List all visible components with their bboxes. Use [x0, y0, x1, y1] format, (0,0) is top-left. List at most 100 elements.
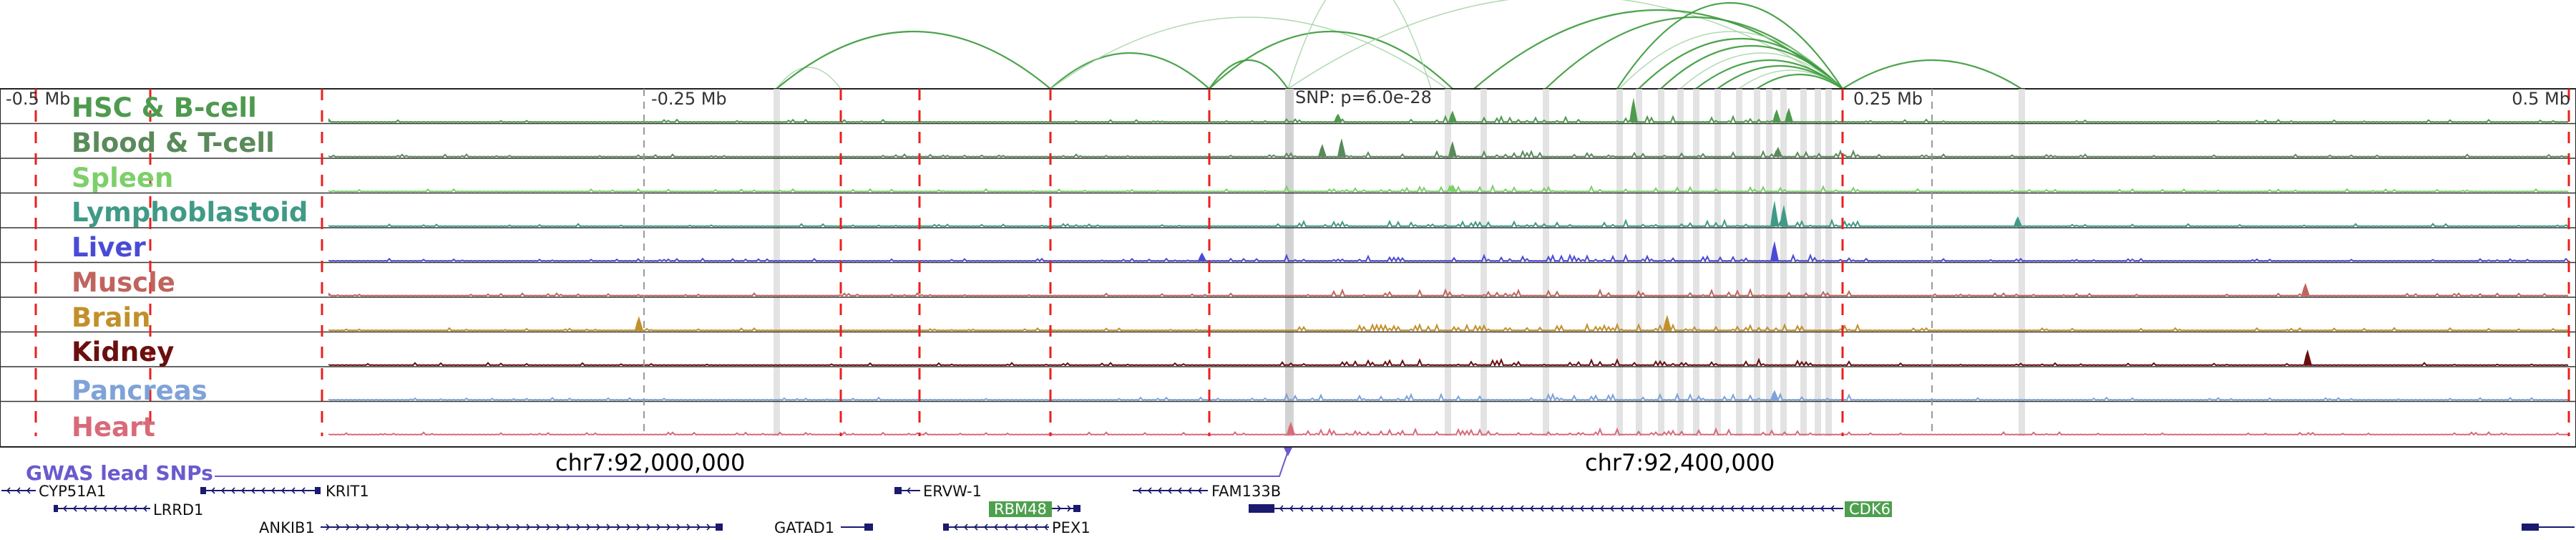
strand-arrow — [1659, 505, 1664, 512]
strand-arrow — [1067, 505, 1072, 512]
strand-arrow — [1499, 505, 1504, 512]
strand-arrow — [336, 524, 341, 531]
strand-arrow — [516, 524, 521, 531]
gene-label: FAM133B — [1211, 483, 1281, 500]
gene-krit1[interactable]: KRIT1 — [200, 483, 369, 500]
strand-arrow — [1147, 487, 1152, 494]
strand-arrow — [1559, 505, 1564, 512]
signal-baseline — [328, 392, 2569, 402]
gene-label: ERVW-1 — [923, 483, 982, 500]
strand-arrow — [1719, 505, 1724, 512]
strand-arrow — [260, 487, 265, 494]
signal-peak — [1334, 113, 1342, 122]
gene-label: GATAD1 — [774, 519, 834, 536]
signal-baseline — [328, 253, 2569, 264]
strand-arrow — [26, 487, 31, 494]
strand-arrow — [496, 524, 501, 531]
gwas-snp-connector — [215, 450, 1289, 477]
gene-fam133b[interactable]: FAM133B — [1133, 483, 1281, 500]
gene-ervw-1[interactable]: ERVW-1 — [894, 483, 982, 500]
interaction-arc — [1050, 52, 1210, 90]
gene-lrrd1[interactable]: LRRD1 — [54, 501, 203, 519]
strand-arrow — [973, 524, 978, 531]
strand-arrow — [676, 524, 681, 531]
strand-arrow — [1339, 505, 1344, 512]
strand-arrow — [112, 505, 117, 512]
gene-highlight-box — [989, 501, 1052, 517]
gene-rbm48[interactable]: RBM48 — [989, 501, 1080, 518]
strand-arrow — [566, 524, 571, 531]
strand-arrow — [1810, 505, 1815, 512]
strand-arrow — [1379, 505, 1384, 512]
strand-arrow — [1579, 505, 1584, 512]
strand-arrow — [983, 524, 988, 531]
strand-arrow — [1429, 505, 1434, 512]
strand-arrow — [1800, 505, 1805, 512]
interaction-arc — [776, 67, 841, 90]
gene-label: CDK6 — [1849, 501, 1890, 518]
gene-cdk6[interactable]: CDK6 — [1249, 501, 1892, 518]
strand-arrow — [426, 524, 431, 531]
strand-arrow — [122, 505, 127, 512]
gwas-snp-marker[interactable] — [1284, 448, 1292, 456]
strand-arrow — [446, 524, 451, 531]
strand-arrow — [291, 487, 296, 494]
strand-arrow — [250, 487, 255, 494]
strand-arrow — [1629, 505, 1634, 512]
strand-arrow — [536, 524, 541, 531]
strand-arrow — [1760, 505, 1765, 512]
signal-peak — [1774, 147, 1782, 157]
signal-peak — [635, 316, 643, 331]
strand-arrow — [1589, 505, 1594, 512]
interaction-arc — [1842, 59, 2022, 90]
signal-baseline — [328, 149, 2569, 159]
strand-arrow — [92, 505, 97, 512]
gene-label: RBM48 — [994, 501, 1047, 518]
strand-arrow — [626, 524, 631, 531]
signal-baseline — [328, 288, 2569, 298]
strand-arrow — [142, 505, 147, 512]
gene-pex1[interactable]: PEX1 — [943, 519, 1091, 536]
track-label-liver: Liver — [72, 232, 146, 263]
strand-arrow — [646, 524, 651, 531]
signal-baseline — [328, 357, 2569, 367]
strand-arrow — [1003, 524, 1008, 531]
signal-baseline — [328, 218, 2569, 228]
strand-arrow — [16, 487, 21, 494]
strand-arrow — [953, 524, 958, 531]
strand-arrow — [666, 524, 671, 531]
strand-arrow — [72, 505, 77, 512]
signal-baseline — [328, 184, 2569, 193]
gene-label: LRRD1 — [153, 501, 203, 519]
strand-arrow — [506, 524, 511, 531]
strand-arrow — [1519, 505, 1524, 512]
strand-arrow — [656, 524, 661, 531]
interaction-arc — [1695, 59, 1843, 90]
axis-label-left: -0.5 Mb — [6, 89, 70, 109]
signal-peak — [1785, 107, 1793, 122]
strand-arrow — [636, 524, 641, 531]
track-label-hsc-b-cell: HSC & B-cell — [72, 92, 257, 123]
strand-arrow — [1369, 505, 1374, 512]
chr-label-92400000: chr7:92,400,000 — [1585, 449, 1775, 476]
strand-arrow — [1529, 505, 1534, 512]
strand-arrow — [1549, 505, 1554, 512]
strand-arrow — [1780, 505, 1785, 512]
strand-arrow — [576, 524, 581, 531]
gene-gatad1[interactable]: GATAD1 — [774, 519, 873, 536]
strand-arrow — [1279, 505, 1284, 512]
signal-peak — [1629, 97, 1638, 122]
strand-arrow — [62, 505, 67, 512]
strand-arrow — [386, 524, 391, 531]
strand-arrow — [1820, 505, 1825, 512]
gene-right-edge[interactable] — [2522, 524, 2575, 531]
gene-cyp51a1[interactable]: CYP51A1 — [1, 483, 106, 500]
strand-arrow — [436, 524, 441, 531]
strand-arrow — [696, 524, 701, 531]
strand-arrow — [476, 524, 481, 531]
strand-arrow — [132, 505, 137, 512]
strand-arrow — [1309, 505, 1314, 512]
track-separators — [0, 122, 2576, 402]
strand-arrow — [1449, 505, 1454, 512]
strand-arrow — [1409, 505, 1414, 512]
